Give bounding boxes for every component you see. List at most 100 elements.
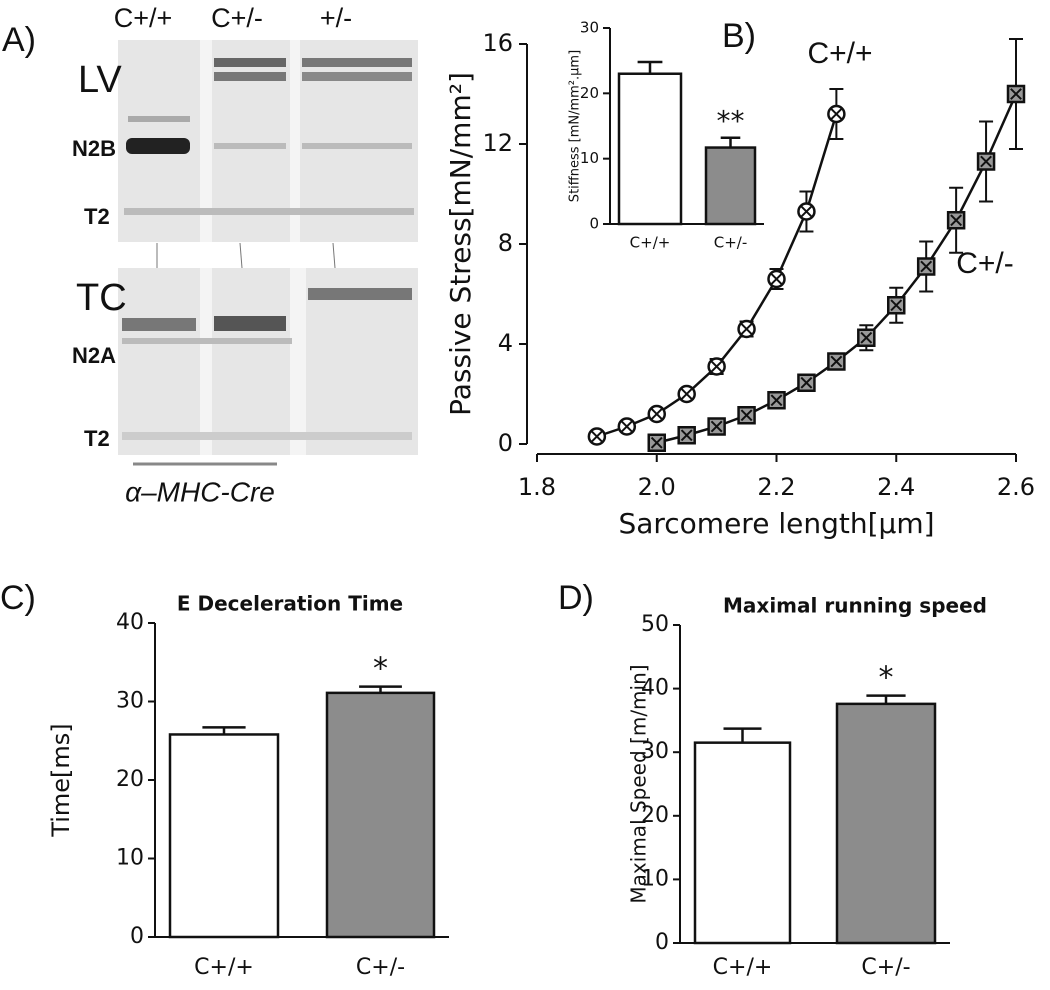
- connector: [239, 242, 243, 269]
- marker: [617, 417, 637, 436]
- marker-cross: [590, 430, 603, 443]
- marker-cross: [800, 376, 813, 389]
- marker: [797, 202, 816, 221]
- lane-label: +/-: [320, 3, 352, 33]
- error-bar: [723, 727, 762, 743]
- gel-panel: A) C+/+ C+/- +/- LV N2B T2 TC N2A T2 α–M…: [2, 3, 418, 507]
- chart-title: Maximal running speed: [723, 594, 987, 618]
- x-tick-label: 2.6: [997, 473, 1035, 501]
- x-tick-label: C+/-: [714, 234, 748, 252]
- marker-cross: [620, 420, 633, 433]
- marker-cross: [710, 420, 723, 433]
- gel-band: [302, 143, 412, 149]
- connector: [332, 242, 336, 269]
- gel-band: [122, 318, 196, 331]
- marker: [767, 391, 786, 410]
- marker: [827, 352, 846, 371]
- x-axis-label: Sarcomere length[μm]: [618, 507, 934, 540]
- marker-cross: [1010, 88, 1022, 100]
- annotation: *: [373, 652, 388, 687]
- y-tick-label: 0: [655, 930, 669, 955]
- y-tick-label: 40: [116, 610, 144, 635]
- x-tick-label: 2.4: [877, 473, 915, 501]
- y-tick-label: 30: [580, 19, 599, 37]
- gel-band: [308, 288, 412, 300]
- marker: [887, 296, 906, 315]
- gel-band: [302, 58, 412, 67]
- gel-band: [214, 72, 286, 81]
- marker-cross: [650, 436, 663, 449]
- bar: [693, 741, 792, 945]
- gel-band: [126, 138, 190, 154]
- bar: [835, 702, 937, 945]
- x-tick-label: C+/+: [630, 234, 671, 252]
- gel-band: [302, 72, 412, 81]
- marker: [707, 357, 726, 376]
- y-tick-label: 0: [130, 924, 144, 949]
- marker-cross: [650, 408, 663, 420]
- y-tick-label: 30: [641, 739, 669, 764]
- x-tick-label: C+/-: [356, 955, 405, 980]
- x-tick-label: C+/+: [194, 955, 254, 980]
- y-tick-label: 20: [116, 767, 144, 792]
- y-axis-label: Time[ms]: [47, 723, 75, 837]
- bar: [704, 146, 757, 226]
- y-tick-label: 10: [580, 149, 599, 167]
- y-tick-label: 12: [482, 129, 513, 157]
- marker: [857, 328, 876, 347]
- lane-label: C+/+: [114, 3, 173, 33]
- marker: [737, 406, 756, 425]
- marker-cross: [890, 299, 903, 312]
- panel-label: D): [558, 579, 594, 617]
- error-bar: [720, 136, 741, 148]
- y-axis-label: Maximal Speed [m/min]: [627, 664, 651, 903]
- series-label: C+/+: [807, 37, 872, 70]
- bar: [325, 691, 436, 939]
- y-tick-label: 8: [498, 229, 513, 257]
- x-tick-label: C+/-: [861, 955, 910, 980]
- marker-cross: [710, 360, 723, 373]
- marker-cross: [860, 331, 873, 344]
- gel-band: [214, 58, 286, 67]
- lane-label: C+/-: [211, 3, 263, 33]
- marker-cross: [680, 429, 693, 442]
- marker: [647, 433, 666, 452]
- annotation: *: [879, 661, 894, 696]
- y-axis-label: Stiffness [mN/mm².μm]: [568, 50, 583, 202]
- y-axis-label: Passive Stress[mN/mm²]: [444, 72, 477, 416]
- marker: [827, 104, 846, 124]
- bar: [168, 733, 280, 939]
- band-label: T2: [84, 204, 110, 229]
- y-tick-label: 16: [482, 29, 513, 57]
- gel-band: [124, 208, 414, 215]
- x-tick-label: 1.8: [518, 473, 556, 501]
- panel-label: A): [2, 21, 36, 59]
- marker-cross: [770, 273, 783, 285]
- lane-gap: [290, 268, 306, 455]
- lane-gap: [290, 40, 300, 242]
- gel-band: [214, 316, 286, 331]
- y-tick-label: 0: [498, 429, 513, 457]
- marker-cross: [740, 323, 753, 335]
- error-bar: [866, 694, 906, 704]
- marker: [707, 417, 726, 436]
- y-tick-label: 10: [116, 846, 144, 871]
- gel-band: [128, 116, 190, 122]
- marker: [797, 373, 816, 392]
- series-label: C+/-: [956, 247, 1014, 280]
- marker-cross: [680, 388, 693, 400]
- annotation: **: [717, 104, 745, 137]
- marker: [767, 269, 786, 289]
- bar: [617, 72, 683, 226]
- marker: [677, 384, 696, 404]
- marker-cross: [800, 205, 813, 218]
- marker: [1006, 84, 1026, 104]
- gel-band: [122, 338, 292, 344]
- marker: [916, 257, 936, 276]
- marker-cross: [980, 155, 992, 168]
- marker: [976, 152, 996, 171]
- x-tick-label: 2.2: [757, 473, 795, 501]
- y-tick-label: 0: [589, 215, 599, 233]
- gel-band: [122, 432, 412, 440]
